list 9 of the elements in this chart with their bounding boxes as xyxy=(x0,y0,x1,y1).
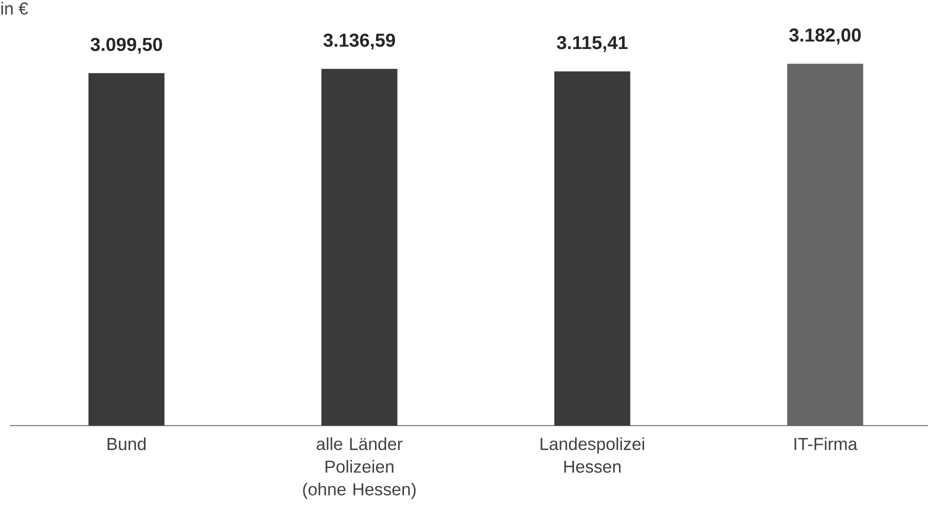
x-tick-label: IT-Firma xyxy=(794,437,858,450)
data-label: 3.115,41 xyxy=(556,36,628,52)
data-label: 3.182,00 xyxy=(789,28,861,44)
x-tick-label: alle Länder Polizeien (ohne Hessen) xyxy=(303,437,416,499)
data-label: 3.136,59 xyxy=(323,34,396,50)
x-tick-label: Bund xyxy=(108,437,146,450)
y-axis-title: in € xyxy=(1,2,28,15)
data-label: 3.099,50 xyxy=(90,38,162,54)
x-tick-label: Landespolizei Hessen xyxy=(540,437,644,473)
